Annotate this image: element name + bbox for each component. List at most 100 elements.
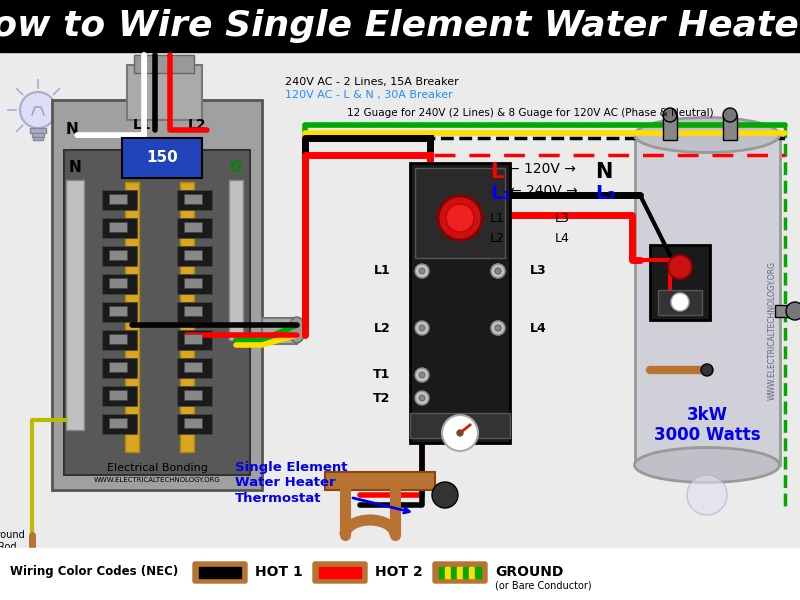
Bar xyxy=(0,0,800,52)
Circle shape xyxy=(491,264,505,278)
Circle shape xyxy=(495,325,501,331)
Bar xyxy=(52,100,262,490)
Circle shape xyxy=(495,268,501,274)
Circle shape xyxy=(432,482,458,508)
Circle shape xyxy=(668,255,692,279)
Text: HOT 2: HOT 2 xyxy=(375,565,422,579)
Bar xyxy=(184,194,202,204)
Circle shape xyxy=(671,293,689,311)
Bar xyxy=(319,567,361,578)
Bar xyxy=(410,163,510,443)
Bar xyxy=(184,334,202,344)
Bar xyxy=(102,330,137,350)
Text: 240V AC - 2 Lines, 15A Breaker: 240V AC - 2 Lines, 15A Breaker xyxy=(285,77,458,87)
Bar xyxy=(102,190,137,210)
Bar xyxy=(102,302,137,322)
Text: ← 240V →: ← 240V → xyxy=(510,184,578,198)
Text: L: L xyxy=(490,162,503,182)
Bar xyxy=(415,168,505,258)
Text: T2: T2 xyxy=(374,391,390,404)
Ellipse shape xyxy=(634,118,779,152)
Text: L4: L4 xyxy=(555,232,570,245)
Text: G: G xyxy=(230,160,242,175)
Bar xyxy=(177,302,212,322)
Bar xyxy=(109,222,127,232)
Bar xyxy=(177,386,212,406)
Circle shape xyxy=(701,364,713,376)
Bar xyxy=(184,362,202,372)
Circle shape xyxy=(20,92,56,128)
Bar xyxy=(199,567,241,578)
Text: N: N xyxy=(66,122,78,137)
Bar xyxy=(33,137,43,140)
Bar xyxy=(475,567,481,578)
Bar xyxy=(325,472,435,490)
Bar xyxy=(102,414,137,434)
Text: GROUND: GROUND xyxy=(495,565,563,579)
Bar xyxy=(658,290,702,315)
Circle shape xyxy=(491,321,505,335)
Text: L1: L1 xyxy=(374,265,390,277)
Text: WWW.ELECTRICALTECHNOLOGY.ORG: WWW.ELECTRICALTECHNOLOGY.ORG xyxy=(767,260,777,400)
Circle shape xyxy=(383,591,407,600)
Bar xyxy=(457,567,463,578)
FancyBboxPatch shape xyxy=(313,562,367,583)
Bar xyxy=(32,133,44,137)
Text: How to Wire Single Element Water Heater?: How to Wire Single Element Water Heater? xyxy=(0,9,800,43)
Bar xyxy=(184,222,202,232)
Text: Single Element
Water Heater
Thermostat: Single Element Water Heater Thermostat xyxy=(235,461,410,513)
FancyBboxPatch shape xyxy=(433,562,487,583)
Bar xyxy=(30,128,46,133)
Text: Wiring Color Codes (NEC): Wiring Color Codes (NEC) xyxy=(10,565,178,578)
Circle shape xyxy=(438,196,482,240)
Text: 12 Guage for 240V (2 Lines) & 8 Guage for 120V AC (Phase & Neutral): 12 Guage for 240V (2 Lines) & 8 Guage fo… xyxy=(346,108,714,118)
Bar xyxy=(134,55,194,73)
Bar xyxy=(102,246,137,266)
Text: L₂: L₂ xyxy=(595,184,616,203)
Bar xyxy=(663,115,677,140)
Circle shape xyxy=(419,372,425,378)
Bar xyxy=(109,418,127,428)
Bar xyxy=(451,567,457,578)
Text: Electrical Bonding: Electrical Bonding xyxy=(106,463,207,473)
Bar xyxy=(445,567,451,578)
Bar xyxy=(0,548,800,600)
Bar xyxy=(723,115,737,140)
Circle shape xyxy=(457,430,463,436)
Circle shape xyxy=(663,108,677,122)
Bar xyxy=(102,386,137,406)
Bar xyxy=(109,306,127,316)
Circle shape xyxy=(415,391,429,405)
Circle shape xyxy=(723,108,737,122)
Text: L3: L3 xyxy=(530,265,546,277)
Bar xyxy=(177,358,212,378)
Bar xyxy=(262,318,297,344)
Bar xyxy=(127,65,202,120)
Text: ← 120V →: ← 120V → xyxy=(508,162,576,176)
Text: L₁: L₁ xyxy=(490,184,511,203)
Bar xyxy=(650,245,710,320)
Text: L4: L4 xyxy=(530,322,546,335)
Ellipse shape xyxy=(289,317,305,343)
Bar xyxy=(177,190,212,210)
Circle shape xyxy=(513,591,537,600)
Bar xyxy=(177,330,212,350)
Circle shape xyxy=(415,321,429,335)
Bar xyxy=(184,418,202,428)
Text: 3kW
3000 Watts: 3kW 3000 Watts xyxy=(654,406,760,445)
Bar xyxy=(102,274,137,294)
Bar xyxy=(122,138,202,178)
Text: HOT 1: HOT 1 xyxy=(255,565,302,579)
Bar xyxy=(109,278,127,288)
Circle shape xyxy=(786,302,800,320)
Circle shape xyxy=(415,368,429,382)
Bar xyxy=(102,358,137,378)
Bar xyxy=(184,306,202,316)
Bar xyxy=(125,182,139,452)
Text: L3: L3 xyxy=(555,212,570,225)
Bar xyxy=(229,180,243,340)
Bar xyxy=(177,414,212,434)
Bar xyxy=(469,567,475,578)
Text: T1: T1 xyxy=(374,368,390,382)
Text: L1: L1 xyxy=(490,212,505,225)
